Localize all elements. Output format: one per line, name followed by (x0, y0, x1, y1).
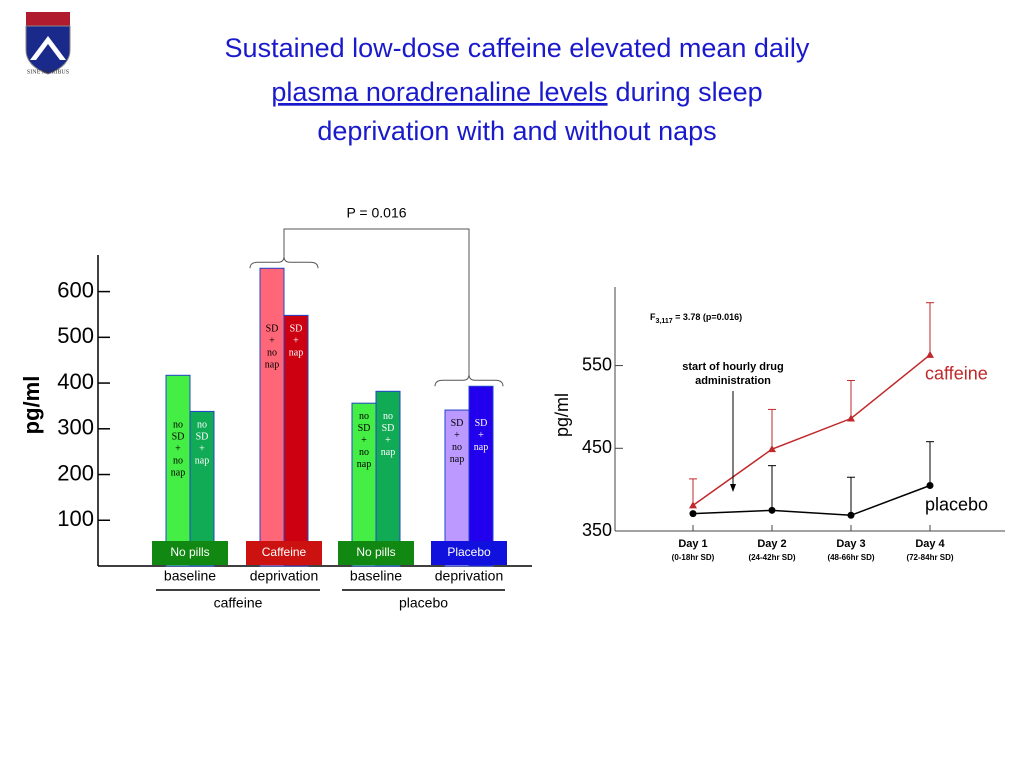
x-tick-note: (24-42hr SD) (748, 553, 795, 562)
stat-subscript: 3,117 (656, 318, 673, 325)
bar (468, 385, 494, 567)
brace (434, 374, 504, 387)
category-box (152, 541, 228, 565)
marker (847, 414, 855, 422)
logo-chief (26, 12, 70, 26)
brace (249, 256, 319, 269)
y-tick-label: 350 (582, 520, 612, 540)
group-label: placebo (399, 595, 448, 611)
logo: SINE MORIBUS (25, 12, 71, 75)
slide-title: deprivation with and without naps (317, 116, 716, 146)
stat-text: = 3.78 (p=0.016) (673, 312, 743, 322)
marker (689, 501, 697, 509)
x-tick-note: (48-66hr SD) (827, 553, 874, 562)
bar-label: no SD + nap (381, 411, 395, 458)
stat-annotation: F3,117 = 3.78 (p=0.016) (650, 312, 742, 324)
bar-label: SD + no nap (265, 324, 279, 371)
group-label: caffeine (214, 595, 263, 611)
annotation: start of hourly drug (682, 361, 783, 373)
y-tick-label: 300 (57, 415, 94, 440)
significance-label: P = 0.016 (346, 205, 406, 221)
series-label: placebo (925, 494, 988, 514)
x-tick-label: baseline (164, 568, 216, 584)
bar-label: no SD + nap (195, 420, 209, 467)
y-tick-label: 600 (57, 277, 94, 302)
x-tick-label: deprivation (435, 568, 504, 584)
y-tick-label: 100 (57, 506, 94, 531)
logo-shield (25, 25, 71, 75)
title-underlined: plasma noradrenaline levels (271, 77, 607, 107)
logo-motto: SINE MORIBUS (27, 69, 69, 75)
y-tick-label: 400 (57, 369, 94, 394)
marker (768, 506, 776, 514)
bar (189, 410, 215, 567)
x-tick-label: Day 3 (836, 538, 865, 550)
category-box (338, 541, 414, 565)
title-part: during sleep (616, 77, 763, 107)
marker (926, 350, 934, 358)
x-tick-label: baseline (350, 568, 402, 584)
y-axis-label: pg/ml (19, 376, 44, 435)
category-box-label: No pills (170, 545, 209, 559)
x-tick-note: (0-18hr SD) (672, 553, 715, 562)
annotation: administration (695, 375, 771, 387)
marker (847, 511, 855, 519)
category-box (431, 541, 507, 565)
bar-label: no SD + no nap (171, 420, 185, 479)
significance-bracket (283, 228, 470, 375)
series-label: caffeine (925, 364, 988, 384)
annotation-arrowhead (730, 484, 736, 492)
x-tick-label: Day 2 (757, 538, 786, 550)
slide-title-line: plasma noradrenaline levels during sleep (271, 77, 762, 107)
x-tick-label: deprivation (250, 568, 319, 584)
marker (926, 482, 934, 490)
logo-chevron (30, 36, 66, 60)
bar (351, 402, 377, 567)
y-axis-label: pg/ml (552, 393, 572, 437)
y-tick-label: 200 (57, 460, 94, 485)
bar-label: no SD + no nap (357, 411, 371, 470)
bar-label: SD + nap (289, 324, 303, 359)
x-tick-label: Day 4 (915, 538, 945, 550)
category-box (246, 541, 322, 565)
x-tick-label: Day 1 (678, 538, 707, 550)
marker (689, 510, 697, 518)
marker (768, 445, 776, 453)
category-box-label: No pills (356, 545, 395, 559)
category-box-label: Placebo (447, 545, 491, 559)
bar (375, 390, 401, 567)
y-tick-label: 450 (582, 437, 612, 457)
bar (444, 409, 470, 567)
y-tick-label: 550 (582, 354, 612, 374)
category-box-label: Caffeine (262, 545, 307, 559)
bar-label: SD + no nap (450, 418, 464, 465)
bar-label: SD + nap (474, 418, 488, 453)
bar (283, 314, 309, 567)
stat-prefix: F (650, 312, 656, 322)
x-tick-note: (72-84hr SD) (906, 553, 953, 562)
slide-title: Sustained low-dose caffeine elevated mea… (225, 33, 810, 63)
y-tick-label: 500 (57, 323, 94, 348)
series-line (692, 484, 931, 517)
bar (259, 267, 285, 567)
